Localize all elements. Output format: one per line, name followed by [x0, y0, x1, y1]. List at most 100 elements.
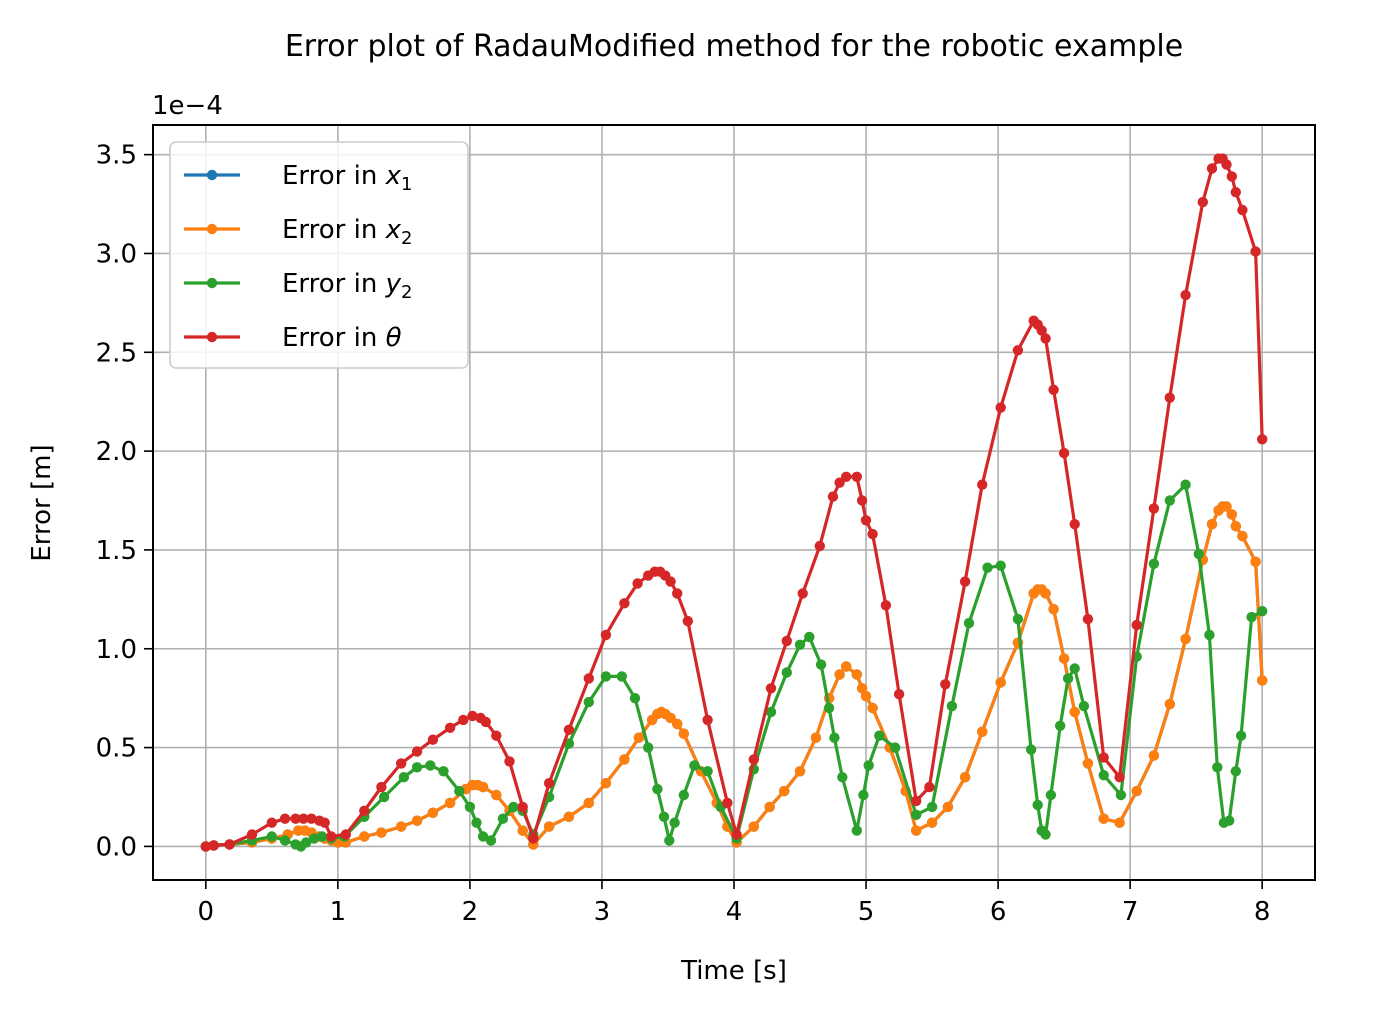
y-tick-label: 1.0 [96, 635, 137, 665]
data-point [1206, 519, 1218, 530]
data-point [1197, 196, 1209, 208]
data-point [504, 756, 515, 767]
data-point [1224, 815, 1235, 826]
data-point [629, 693, 641, 704]
data-point [1048, 604, 1059, 615]
data-point [748, 821, 759, 832]
legend-item: Error in θ [184, 323, 402, 353]
data-point [1082, 758, 1094, 769]
data-point [616, 671, 627, 682]
data-point [326, 831, 337, 842]
data-point [827, 491, 839, 502]
x-tick-label: 8 [1254, 897, 1271, 927]
data-point [1180, 633, 1191, 645]
data-point [517, 801, 528, 813]
data-point [1114, 772, 1125, 783]
data-point [471, 817, 482, 828]
data-point [464, 801, 476, 813]
data-point [794, 639, 806, 650]
data-point [851, 825, 862, 836]
y-tick-label: 2.5 [96, 338, 137, 368]
data-point [528, 833, 539, 844]
data-point [911, 809, 922, 820]
data-point [924, 781, 935, 793]
data-point [652, 783, 663, 795]
data-point [1062, 673, 1074, 684]
data-point [279, 813, 291, 824]
data-point [867, 528, 878, 540]
data-point [874, 730, 885, 741]
data-point [781, 635, 792, 647]
data-point [959, 772, 971, 783]
data-point [1206, 163, 1218, 174]
data-point [823, 702, 835, 714]
data-point [491, 789, 502, 801]
data-point [266, 817, 277, 828]
data-point [1226, 509, 1238, 520]
data-point [682, 615, 693, 627]
data-point [1257, 606, 1268, 617]
legend-label-base: Error in [282, 161, 386, 191]
data-point [1098, 813, 1109, 824]
data-point [959, 576, 971, 587]
data-point [1250, 556, 1261, 567]
legend-marker [206, 277, 218, 289]
data-point [444, 722, 456, 733]
data-point [306, 813, 317, 824]
legend-label-subscript: 2 [401, 228, 412, 249]
data-point [600, 629, 612, 641]
legend-marker [206, 331, 218, 343]
data-point [411, 815, 423, 826]
data-point [1235, 730, 1247, 741]
data-point [279, 835, 291, 846]
y-axis-label: Error [m] [27, 444, 57, 561]
data-point [794, 766, 806, 777]
data-point [1025, 744, 1037, 755]
data-point [1204, 629, 1215, 641]
data-point [543, 821, 555, 832]
data-point [702, 766, 713, 777]
data-point [1082, 613, 1094, 625]
data-point [880, 600, 892, 611]
data-point [266, 831, 277, 842]
data-point [977, 726, 988, 737]
data-point [926, 801, 938, 813]
data-point [583, 696, 594, 708]
data-point [1098, 770, 1109, 781]
data-point [1164, 698, 1176, 710]
series-line [205, 157, 1264, 848]
data-point [851, 471, 862, 482]
data-point [491, 730, 502, 741]
data-point [1058, 447, 1070, 459]
x-tick-label: 5 [858, 897, 875, 927]
data-point [1048, 384, 1059, 395]
data-point [860, 515, 872, 526]
legend-label: Error in y2 [282, 269, 412, 303]
data-point [359, 805, 370, 816]
data-point [834, 669, 845, 680]
data-point [1055, 720, 1066, 731]
data-point [301, 837, 312, 848]
data-point [427, 734, 439, 745]
y-tick-label: 3.0 [96, 239, 137, 269]
data-point [1180, 479, 1191, 490]
data-point [454, 785, 465, 797]
data-point [765, 706, 777, 718]
data-point [1148, 558, 1160, 569]
data-point [963, 617, 975, 629]
data-point [298, 813, 309, 824]
data-point [1032, 799, 1043, 811]
data-point [1040, 829, 1051, 840]
data-point [319, 817, 330, 828]
data-point [376, 781, 387, 793]
y-tick-label: 1.5 [96, 536, 137, 566]
legend-label-subscript: 2 [401, 282, 412, 303]
data-point [1148, 750, 1160, 761]
data-point [1230, 521, 1242, 532]
x-tick-label: 0 [198, 897, 215, 927]
data-point [863, 760, 874, 771]
legend-label-variable: x [385, 161, 402, 191]
data-point [858, 789, 869, 801]
data-point [480, 716, 491, 728]
data-point [508, 801, 519, 813]
